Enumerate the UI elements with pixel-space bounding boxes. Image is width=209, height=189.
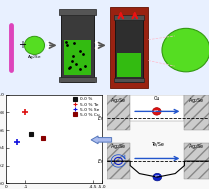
FancyBboxPatch shape <box>114 78 144 82</box>
Text: e$^-$: e$^-$ <box>154 174 161 180</box>
Legend: 0.0 %, 5.0 % Te, 5.0 % Se, 5.0 % Cu: 0.0 %, 5.0 % Te, 5.0 % Se, 5.0 % Cu <box>70 97 100 117</box>
FancyBboxPatch shape <box>107 143 130 179</box>
Circle shape <box>153 173 162 181</box>
FancyBboxPatch shape <box>130 94 184 121</box>
Text: +: + <box>18 40 26 50</box>
Text: e: e <box>117 159 120 163</box>
Circle shape <box>162 28 209 72</box>
FancyBboxPatch shape <box>184 94 209 130</box>
FancyBboxPatch shape <box>110 7 148 88</box>
FancyBboxPatch shape <box>59 9 96 15</box>
FancyArrow shape <box>91 136 112 144</box>
FancyBboxPatch shape <box>64 40 91 75</box>
Text: Cu: Cu <box>154 96 161 101</box>
FancyBboxPatch shape <box>117 53 141 77</box>
FancyBboxPatch shape <box>0 0 209 98</box>
Text: Ag$_2$Se: Ag$_2$Se <box>188 142 205 151</box>
Circle shape <box>24 36 45 54</box>
Text: Te/Se: Te/Se <box>151 142 164 147</box>
Text: Ag$_2$Se: Ag$_2$Se <box>188 96 205 105</box>
FancyBboxPatch shape <box>61 10 94 82</box>
Text: Ag$_2$Se: Ag$_2$Se <box>110 142 127 151</box>
Text: Ag$_2$Se: Ag$_2$Se <box>110 96 127 105</box>
FancyBboxPatch shape <box>107 94 130 130</box>
Text: $E_F$: $E_F$ <box>97 114 104 123</box>
FancyBboxPatch shape <box>114 15 144 20</box>
FancyBboxPatch shape <box>59 77 96 82</box>
Text: e$^-$: e$^-$ <box>153 108 160 115</box>
FancyBboxPatch shape <box>115 16 143 82</box>
Circle shape <box>153 108 161 115</box>
FancyBboxPatch shape <box>184 143 209 179</box>
Text: $E_F$: $E_F$ <box>97 157 104 166</box>
Text: Ag$_2$Se: Ag$_2$Se <box>27 53 42 61</box>
